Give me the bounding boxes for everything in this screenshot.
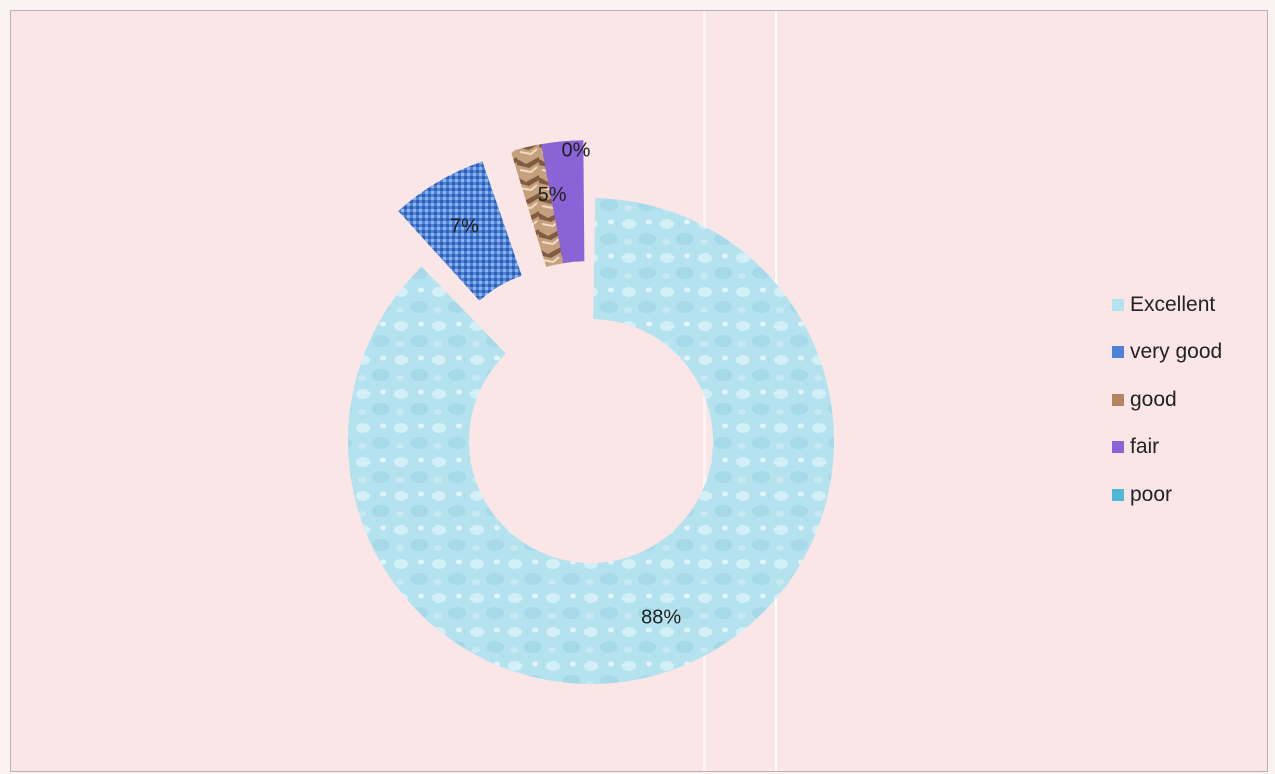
slice-very-good xyxy=(398,161,522,301)
legend-label: Excellent xyxy=(1130,292,1216,316)
legend-item-very-good: very good xyxy=(1112,329,1222,377)
legend-label: fair xyxy=(1130,435,1160,459)
slice-fair xyxy=(541,140,585,264)
donut-chart: 88% 7% 5% 0% xyxy=(347,139,834,685)
legend-label: poor xyxy=(1130,482,1173,506)
legend-swatch xyxy=(1112,393,1124,406)
data-label-excellent: 88% xyxy=(641,606,681,628)
legend-item-excellent: Excellent xyxy=(1112,281,1222,329)
data-label-fair: 0% xyxy=(562,139,591,161)
legend-item-poor: poor xyxy=(1112,471,1222,519)
legend-label: very good xyxy=(1130,340,1223,364)
legend-label: good xyxy=(1130,387,1177,411)
legend-swatch xyxy=(1112,346,1124,359)
legend-item-good: good xyxy=(1112,376,1222,424)
chart-frame: 88% 7% 5% 0% Excellent very good good fair poor xyxy=(10,10,1268,772)
legend-swatch xyxy=(1112,298,1124,311)
legend-swatch xyxy=(1112,441,1124,454)
data-label-good: 5% xyxy=(538,184,567,206)
legend-swatch xyxy=(1112,488,1124,501)
chart-legend: Excellent very good good fair poor xyxy=(1112,281,1222,519)
slice-excellent xyxy=(347,198,834,685)
data-label-very-good: 7% xyxy=(450,215,479,237)
legend-item-fair: fair xyxy=(1112,424,1222,472)
